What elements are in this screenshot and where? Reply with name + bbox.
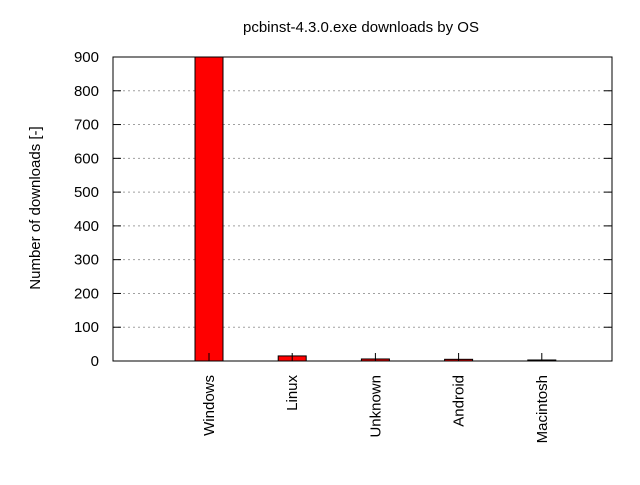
bars: [194, 56, 557, 362]
x-tick-label-android: Android: [451, 375, 468, 427]
x-tick-labels: Windows Linux Unknown Android Macintosh: [201, 375, 551, 444]
y-tick-label: 100: [74, 319, 99, 336]
y-tick-label: 700: [74, 117, 99, 134]
y-tick-label: 500: [74, 184, 99, 201]
y-tick-label: 0: [91, 353, 99, 370]
x-tick-label-linux: Linux: [284, 375, 301, 411]
y-tick-label: 800: [74, 83, 99, 100]
axis-ticks: [113, 56, 612, 362]
y-tick-label: 300: [74, 252, 99, 269]
y-tick-labels: 0 100 200 300 400 500 600 700 800 900: [74, 49, 99, 370]
y-tick-label: 200: [74, 285, 99, 302]
x-tick-label-macintosh: Macintosh: [534, 375, 551, 443]
y-tick-label: 900: [74, 49, 99, 66]
plot-area-border: [112, 56, 613, 362]
y-tick-label: 400: [74, 218, 99, 235]
y-tick-label: 600: [74, 150, 99, 167]
chart-title: pcbinst-4.3.0.exe downloads by OS: [243, 19, 479, 36]
gridlines: [113, 90, 612, 328]
y-axis-label: Number of downloads [-]: [27, 126, 44, 289]
x-tick-label-windows: Windows: [201, 375, 218, 436]
x-tick-label-unknown: Unknown: [367, 375, 384, 438]
bar-windows: [194, 56, 224, 362]
